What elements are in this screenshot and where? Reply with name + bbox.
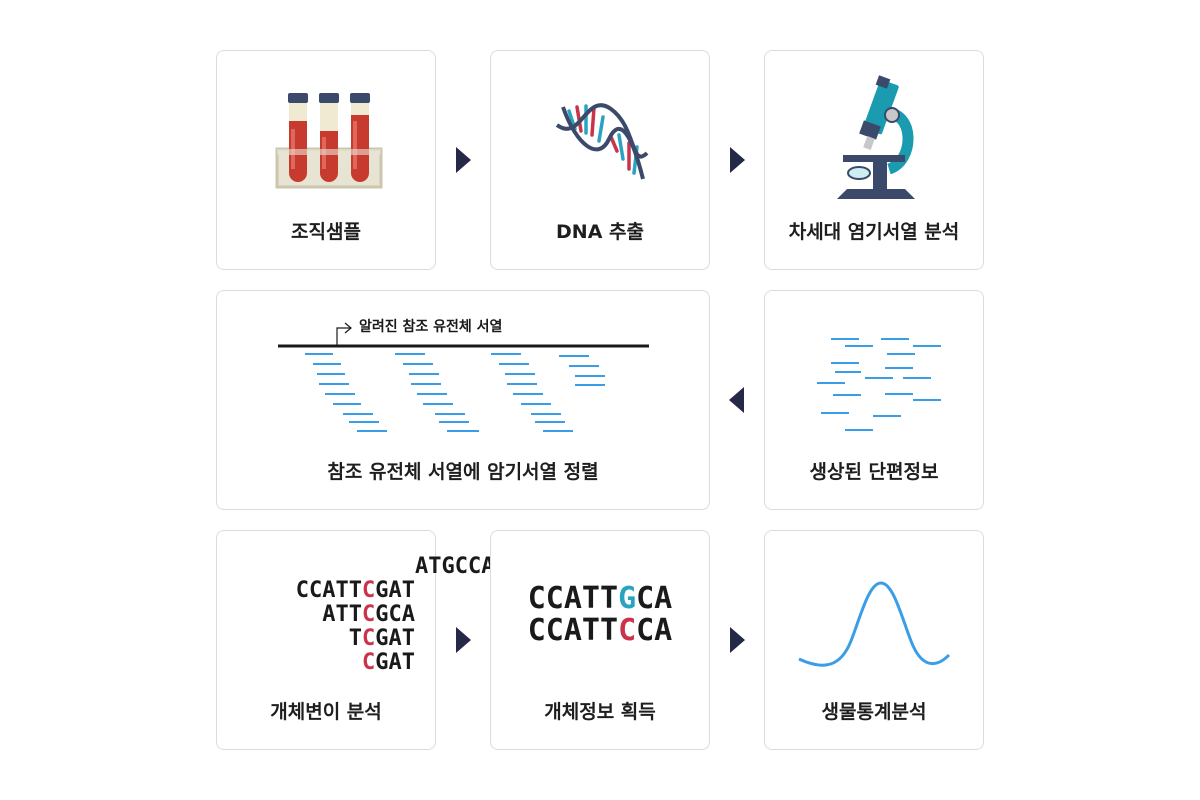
step-card-fragments: 생상된 단편정보 [764, 290, 984, 510]
step-label: 조직샘플 [291, 221, 361, 243]
step-label: 개체변이 분석 [270, 701, 382, 723]
step-label: 개체정보 획득 [544, 701, 656, 723]
flow-arrow-left [729, 387, 744, 413]
read-line: ATTCGCA [322, 602, 415, 627]
step-card-alignment: 알려진 참조 유전체 서열 참조 유전체 서열에 암기서열 정렬 [216, 290, 710, 510]
read-line: CCATTCGAT [295, 578, 415, 603]
distribution-curve-icon [798, 581, 951, 667]
flow-arrow-right [456, 147, 471, 173]
microscope-icon [837, 75, 915, 199]
read-line: CGAT [362, 650, 415, 675]
step-card-tissue-sample: 조직샘플 [216, 50, 436, 270]
step-card-ngs: 차세대 염기서열 분석 [764, 50, 984, 270]
sequence-fragments [817, 338, 941, 431]
reference-genome-label: 알려진 참조 유전체 서열 [359, 319, 503, 335]
step-label: DNA 추출 [556, 221, 644, 243]
step-card-biostatistics: 생물통계분석 [764, 530, 984, 750]
flow-arrow-right [456, 627, 471, 653]
genotype-line: CCATTGCA [527, 581, 673, 616]
test-tubes-icon [275, 93, 383, 189]
step-card-dna-extraction: DNA 추출 [490, 50, 710, 270]
genotype-block: CCATTGCA CCATTCCA [491, 583, 709, 647]
flow-arrow-right [730, 627, 745, 653]
read-line: TCGAT [348, 626, 415, 651]
genotype-line: CCATTCCA [527, 613, 673, 648]
dna-helix-icon [555, 103, 649, 180]
step-card-variant-analysis: ATGCCATTGCAT CCATTCGAT ATTCGCA TCGAT CGA… [216, 530, 574, 750]
step-card-genotype: CCATTGCA CCATTCCA 개체정보 획득 [490, 530, 710, 750]
step-label: 차세대 염기서열 분석 [788, 221, 960, 243]
read-stack-2: CCATTCGAT ATTCGCA TCGAT CGAT [296, 579, 415, 675]
flow-arrow-right [730, 147, 745, 173]
alignment-diagram [278, 322, 649, 432]
step-label: 참조 유전체 서열에 암기서열 정렬 [327, 461, 599, 483]
step-label: 생상된 단편정보 [809, 461, 939, 483]
step-label: 생물통계분석 [821, 701, 927, 723]
